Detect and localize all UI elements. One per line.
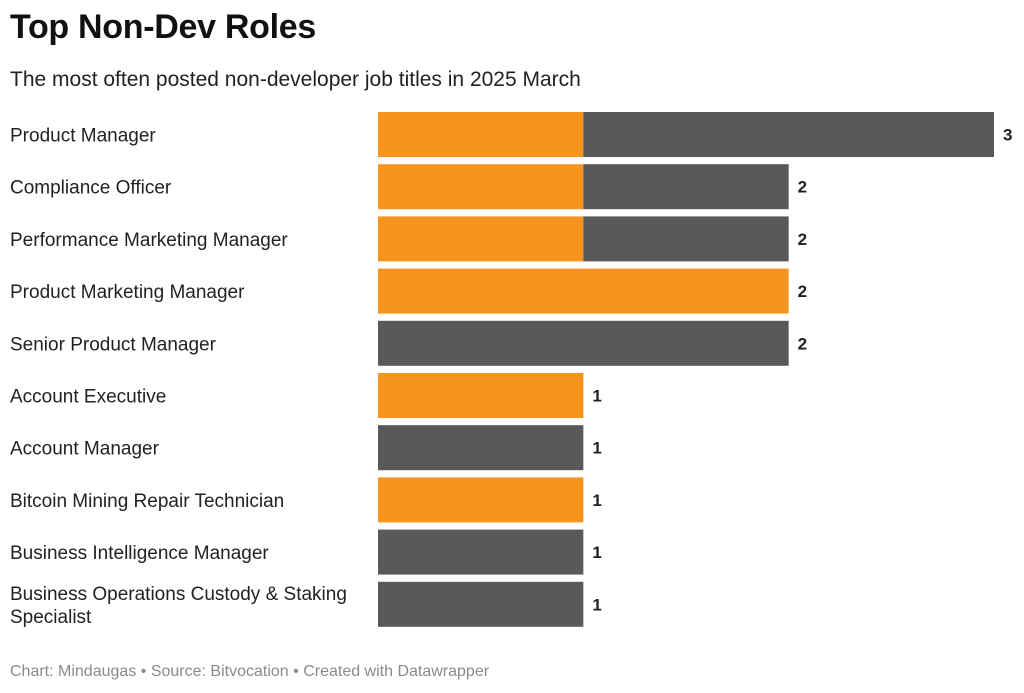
category-label: Business Operations Custody & Staking — [10, 584, 347, 605]
bar-segment — [378, 268, 789, 314]
value-label: 2 — [798, 178, 807, 197]
bar-segment — [378, 477, 584, 523]
bar-segment — [583, 112, 994, 157]
bar-segment — [378, 581, 584, 627]
bar-segment — [583, 216, 789, 262]
category-label: Specialist — [10, 607, 92, 628]
value-label: 1 — [592, 543, 601, 562]
category-label: Business Intelligence Manager — [10, 543, 269, 564]
value-label: 1 — [592, 439, 601, 458]
bar-segment — [378, 216, 584, 262]
value-label: 1 — [592, 491, 601, 510]
category-label: Performance Marketing Manager — [10, 230, 288, 251]
category-label: Senior Product Manager — [10, 334, 217, 355]
value-label: 2 — [798, 282, 807, 301]
bar-segment — [378, 425, 584, 471]
chart-subtitle: The most often posted non-developer job … — [10, 68, 581, 91]
category-label: Bitcoin Mining Repair Technician — [10, 491, 284, 512]
value-label: 3 — [1003, 126, 1012, 145]
category-label: Compliance Officer — [10, 178, 172, 199]
chart-footer: Chart: Mindaugas • Source: Bitvocation •… — [10, 663, 489, 681]
category-label: Account Executive — [10, 387, 166, 408]
bar-segment — [378, 164, 584, 210]
category-label: Account Manager — [10, 439, 160, 460]
bar-segment — [378, 529, 584, 575]
value-label: 2 — [798, 334, 807, 353]
value-label: 2 — [798, 230, 807, 249]
footer-tool: Created with Datawrapper — [303, 663, 490, 680]
category-label: Product Marketing Manager — [10, 282, 245, 303]
footer-separator: • — [140, 663, 147, 680]
footer-credit: Chart: Mindaugas — [10, 663, 137, 680]
chart-title: Top Non-Dev Roles — [10, 8, 316, 46]
bar-segment — [378, 373, 584, 418]
value-label: 1 — [592, 595, 601, 614]
bar-segment — [583, 164, 789, 210]
footer-separator: • — [293, 663, 299, 680]
value-label: 1 — [592, 387, 601, 406]
category-label: Product Manager — [10, 126, 156, 147]
footer-source: Source: Bitvocation — [150, 663, 289, 680]
bar-segment — [378, 112, 584, 157]
bar-segment — [378, 320, 789, 366]
